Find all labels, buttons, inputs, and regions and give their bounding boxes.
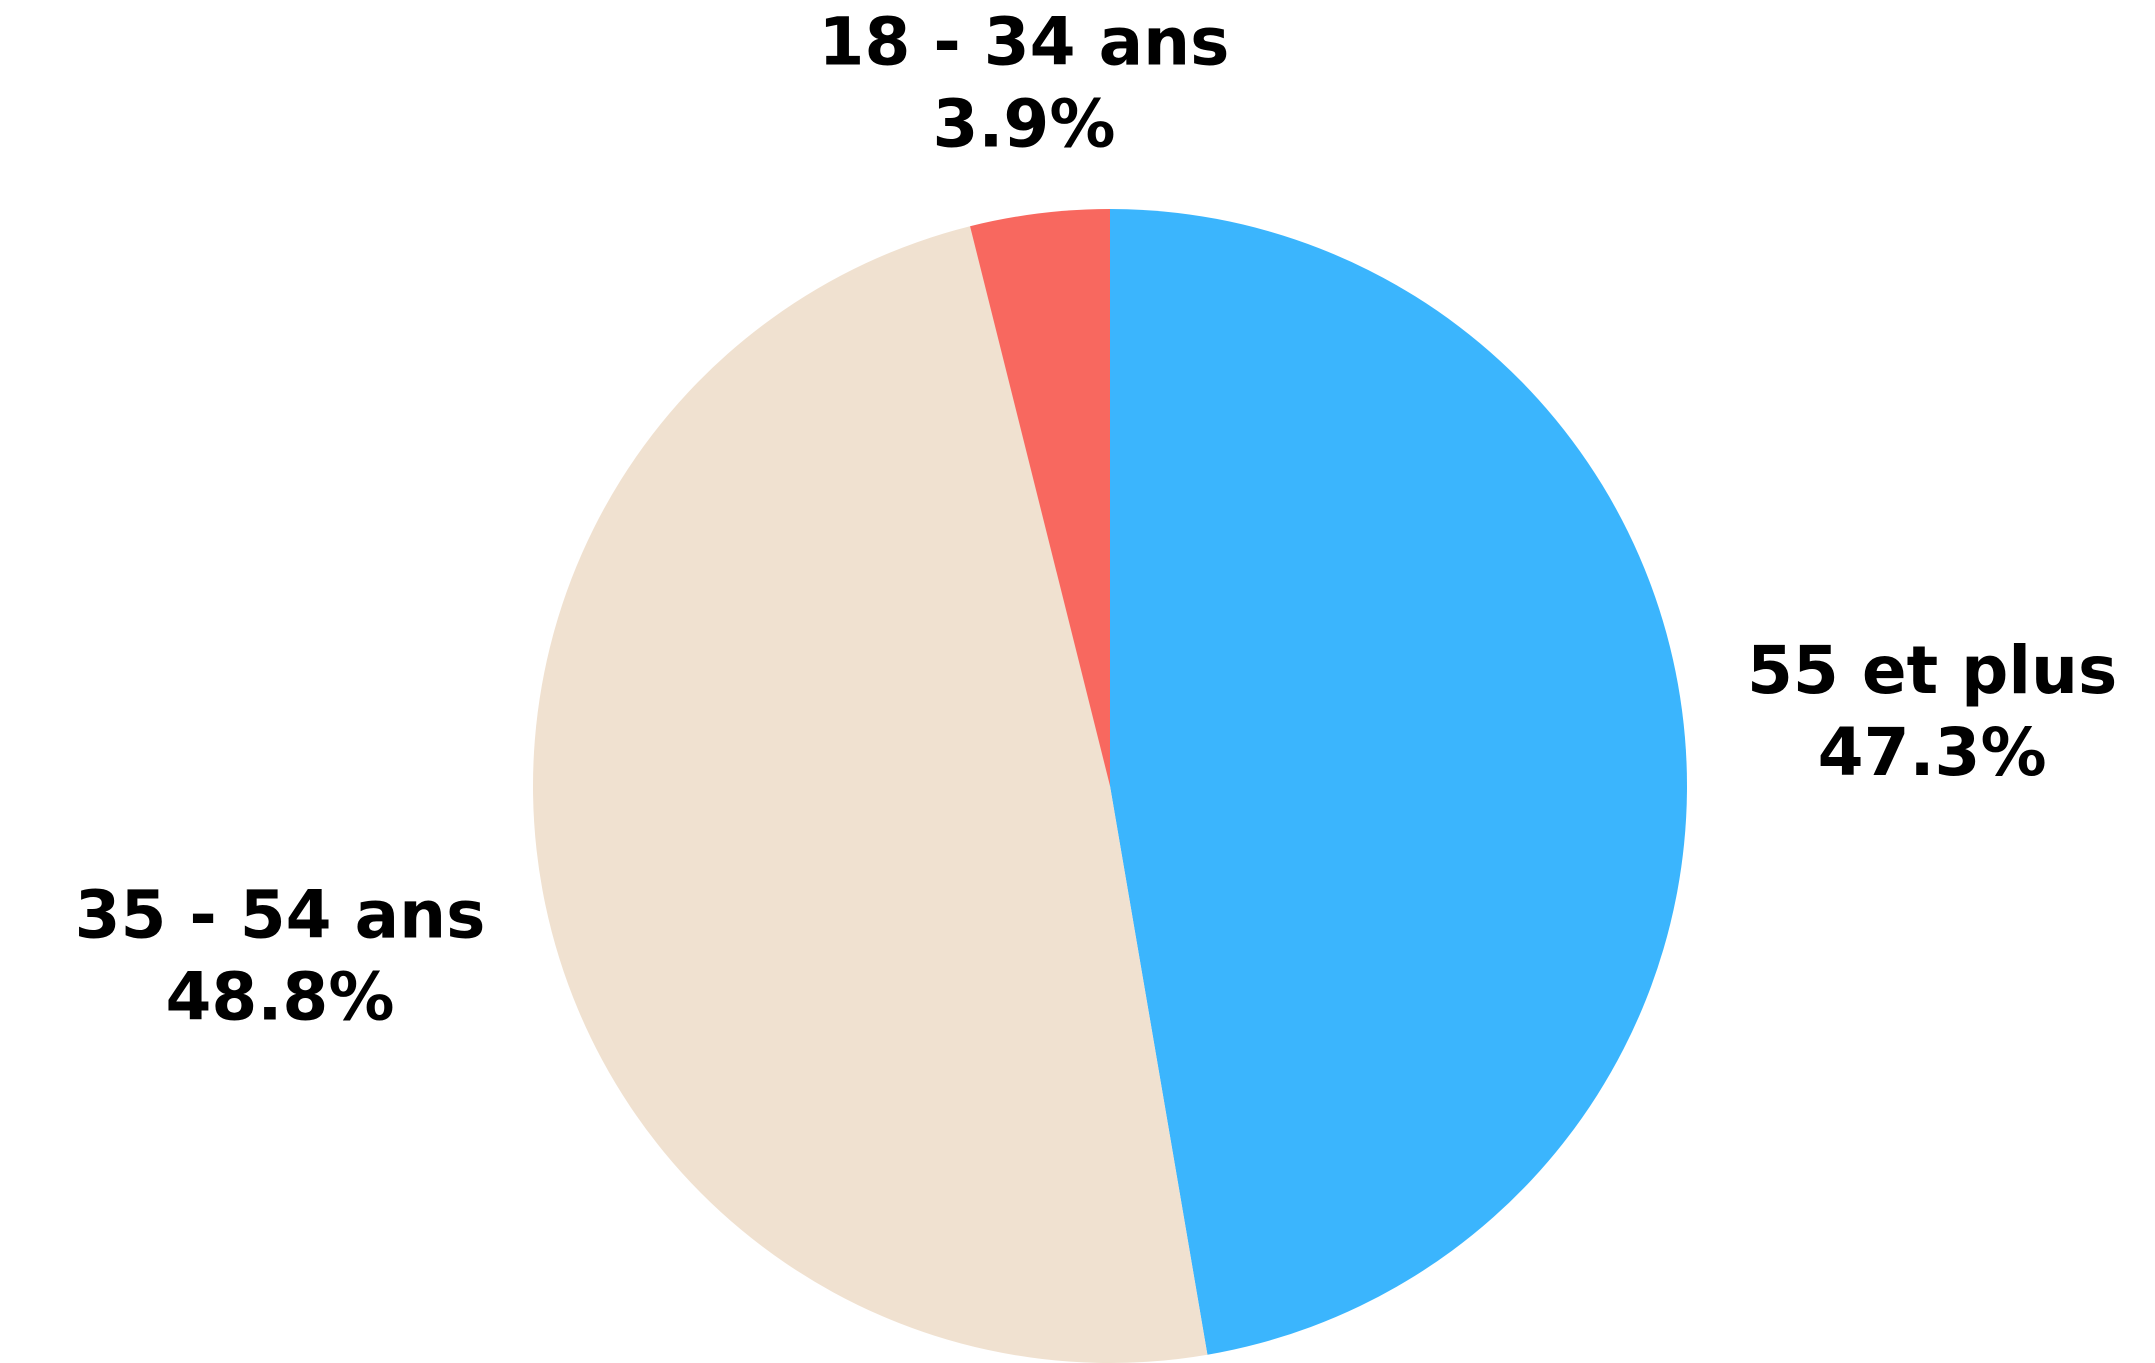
- slice-value-label: 3.9%: [932, 85, 1115, 162]
- slice-value-label: 48.8%: [165, 959, 394, 1036]
- slice-value-label: 47.3%: [1818, 714, 2047, 791]
- slice-label: 55 et plus: [1747, 632, 2117, 709]
- slice-label: 18 - 34 ans: [819, 3, 1230, 80]
- pie-slice: [1110, 209, 1688, 1355]
- slice-label: 35 - 54 ans: [75, 877, 486, 954]
- pie-slice: [970, 209, 1110, 786]
- pie-slice: [533, 226, 1208, 1363]
